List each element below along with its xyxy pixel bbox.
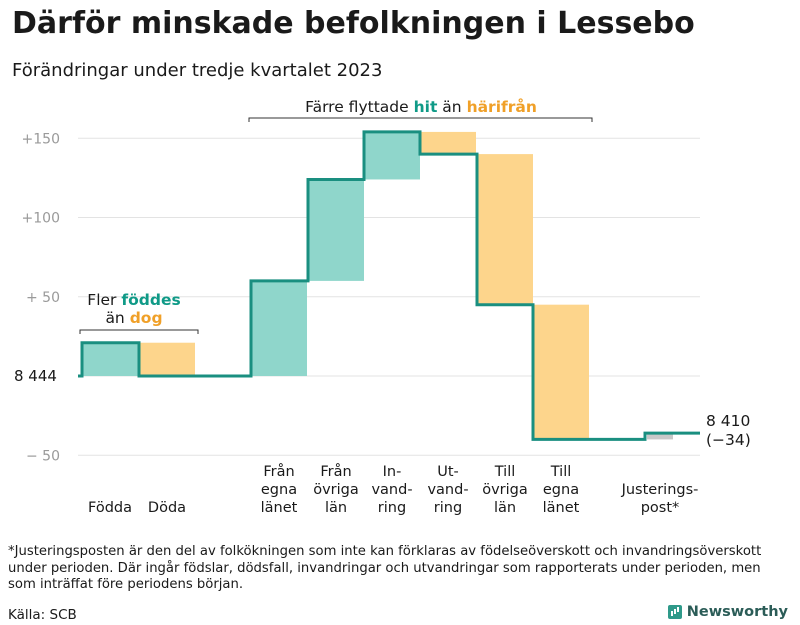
deaths-annotation-prefix: än: [105, 309, 124, 327]
category-label-to-other-counties: Till: [494, 464, 516, 480]
category-label-emigration: ring: [434, 500, 462, 516]
category-label-from-own-county: Från: [263, 463, 294, 480]
migration-annotation-hit: hit: [414, 98, 438, 116]
category-label-from-other-counties: Från: [320, 463, 351, 480]
births-annotation: Fler föddes än dog: [79, 291, 199, 334]
migration-annotation-middle: än: [442, 98, 461, 116]
bar-to-other-counties: [477, 154, 533, 305]
bar-births: [82, 342, 138, 376]
category-label-to-own-county: Till: [550, 464, 572, 480]
y-tick-label: − 50: [26, 448, 60, 464]
deaths-annotation-highlight: dog: [130, 309, 163, 327]
chart-subtitle: Förändringar under tredje kvartalet 2023: [12, 60, 383, 81]
category-label-to-own-county: länet: [543, 500, 580, 516]
category-label-immigration: vand-: [371, 482, 412, 498]
category-label-from-other-counties: övriga: [313, 482, 359, 498]
category-label-deaths: Döda: [148, 500, 186, 516]
births-annotation-prefix: Fler: [87, 291, 117, 309]
category-label-adjustment: Justerings-: [621, 482, 699, 498]
y-tick-label: +150: [22, 131, 60, 147]
brand-logo: Newsworthy: [667, 604, 788, 620]
bar-from-other-counties: [308, 179, 364, 281]
bar-deaths: [139, 342, 195, 376]
category-label-to-other-counties: län: [494, 500, 516, 516]
category-label-from-other-counties: län: [325, 500, 347, 516]
migration-annotation-prefix: Färre flyttade: [305, 98, 409, 116]
bar-to-own-county: [533, 304, 589, 440]
category-label-from-own-county: länet: [261, 500, 298, 516]
net-change-label: (−34): [706, 431, 751, 449]
category-label-immigration: ring: [378, 500, 406, 516]
migration-annotation: Färre flyttade hit än härifrån: [248, 97, 593, 122]
migration-annotation-bracket: [248, 117, 593, 122]
base-value-label: 8 444: [14, 367, 57, 385]
bar-from-own-county: [251, 280, 307, 376]
category-label-emigration: Ut-: [437, 464, 459, 480]
category-label-adjustment: post*: [641, 500, 680, 516]
bar-chart-icon: [667, 605, 682, 619]
category-label-to-other-counties: övriga: [482, 482, 528, 498]
cumulative-step-line: [78, 130, 700, 441]
y-tick-label: +100: [22, 211, 60, 227]
category-label-immigration: In-: [383, 464, 402, 480]
births-annotation-bracket: [79, 329, 199, 334]
y-tick-label: + 50: [26, 290, 60, 306]
svg-text:än dog: än dog: [105, 309, 162, 327]
svg-text:Fler föddes: Fler föddes: [87, 291, 180, 309]
births-annotation-highlight: föddes: [121, 291, 180, 309]
bar-immigration: [364, 131, 420, 180]
bar-adjustment: [647, 433, 673, 440]
svg-text:Färre flyttade hit: Färre flyttade hit än härifrån: [305, 97, 537, 116]
category-label-emigration: vand-: [427, 482, 468, 498]
migration-annotation-harifran: härifrån: [467, 97, 537, 116]
waterfall-chart: +150 +100 + 50 − 50 8 444 Födda Döda Från egna l…: [14, 97, 751, 516]
chart-title: Därför minskade befolkningen i Lessebo: [12, 6, 695, 41]
category-label-from-own-county: egna: [261, 482, 297, 498]
category-label-to-own-county: egna: [543, 482, 579, 498]
source-label: Källa: SCB: [8, 607, 77, 623]
brand-name: Newsworthy: [686, 604, 788, 620]
category-label-births: Födda: [88, 500, 132, 516]
bar-emigration: [420, 131, 476, 155]
end-value-label: 8 410: [706, 412, 750, 430]
footnote: *Justeringsposten är den del av folkökni…: [8, 544, 762, 592]
